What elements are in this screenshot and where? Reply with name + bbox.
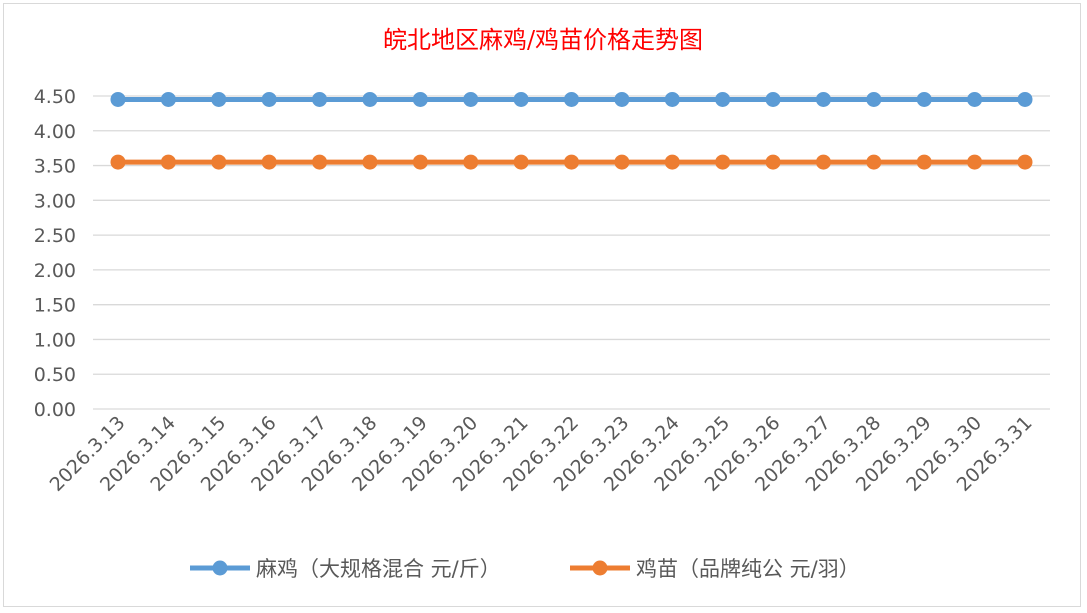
data-point [564, 91, 579, 107]
data-point [664, 154, 680, 170]
data-point [513, 91, 529, 107]
data-point [815, 91, 831, 107]
data-point [513, 154, 529, 170]
chart-title: 皖北地区麻鸡/鸡苗价格走势图 [383, 26, 703, 54]
legend-label: 麻鸡（大规格混合 元/斤） [256, 557, 501, 581]
y-tick-label: 3.00 [34, 190, 76, 212]
data-point [765, 91, 781, 107]
data-point [715, 91, 731, 107]
data-point [1017, 91, 1033, 107]
legend-marker [212, 560, 228, 576]
data-point [261, 91, 277, 107]
chart-frame [3, 3, 1081, 607]
data-point [211, 91, 227, 107]
data-point [261, 154, 277, 170]
legend-marker [592, 560, 608, 576]
y-tick-label: 0.00 [34, 399, 76, 421]
data-point [866, 91, 882, 107]
data-point [412, 91, 428, 107]
y-tick-label: 2.00 [34, 260, 76, 282]
data-point [160, 91, 176, 107]
data-point [362, 91, 378, 107]
y-tick-label: 0.50 [34, 364, 76, 386]
y-tick-label: 2.50 [34, 225, 76, 247]
y-tick-label: 1.50 [34, 295, 76, 317]
data-point [916, 154, 932, 170]
data-point [715, 154, 731, 170]
data-point [412, 154, 428, 170]
y-tick-label: 3.50 [34, 156, 76, 178]
data-point [362, 154, 378, 170]
data-point [312, 154, 328, 170]
y-tick-label: 4.00 [34, 121, 76, 143]
data-point [463, 91, 479, 107]
data-point [815, 154, 831, 170]
data-point [967, 154, 983, 170]
legend-label: 鸡苗（品牌纯公 元/羽） [636, 557, 860, 581]
data-point [1017, 154, 1033, 170]
data-point [564, 154, 579, 170]
data-point [916, 91, 932, 107]
y-tick-label: 1.00 [34, 329, 76, 351]
data-point [160, 154, 176, 170]
data-point [312, 91, 328, 107]
data-point [463, 154, 479, 170]
data-point [765, 154, 781, 170]
data-point [866, 154, 882, 170]
y-tick-label: 4.50 [34, 86, 76, 108]
data-point [110, 91, 126, 107]
data-point [110, 154, 126, 170]
data-point [614, 154, 630, 170]
data-point [211, 154, 227, 170]
data-point [664, 91, 680, 107]
data-point [614, 91, 630, 107]
data-point [967, 91, 983, 107]
